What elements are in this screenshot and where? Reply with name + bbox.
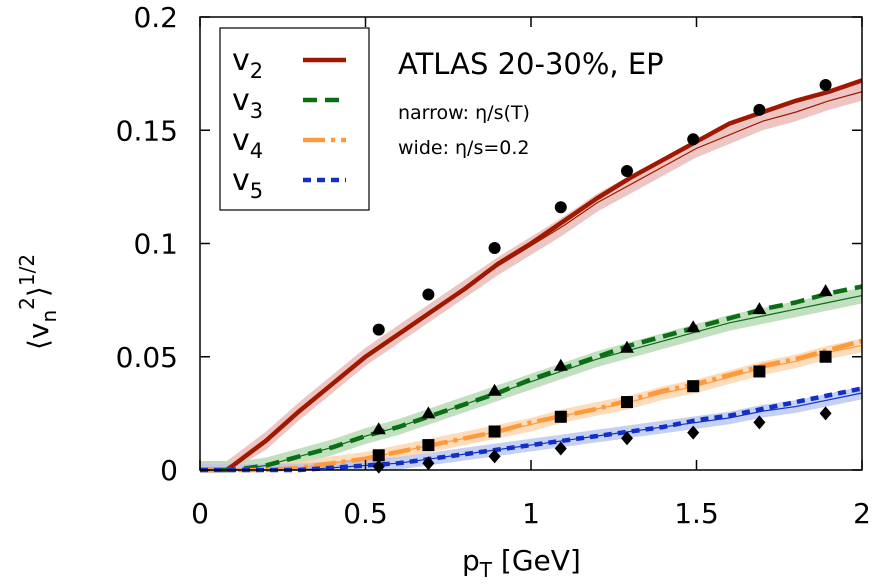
v2-point [753,103,766,116]
x-axis-label: pT [GeV] [462,544,581,582]
v5-point [554,441,567,456]
v3-band [200,287,862,470]
v3-point [371,422,386,435]
axis-labels: pT [GeV] ⟨vn2⟩1/2 [15,254,581,582]
annotation-narrow: narrow: η/s(T) [398,102,530,124]
v3-wide-curve [200,284,863,473]
y-tick-label: 0.05 [116,341,178,374]
v4-point [554,410,567,423]
v2-point [488,242,501,255]
v3-point [752,302,767,315]
v5-point [687,425,700,440]
v4-point [488,425,501,438]
y-tick-label: 0.1 [133,228,178,261]
v3-point [553,358,568,371]
v4-point [819,350,832,363]
v4-wide-curve [200,338,863,473]
v4-point [620,396,633,409]
v5-point [422,456,435,471]
v3-point [619,340,634,353]
v3-point [421,406,436,419]
v4-point [422,439,435,452]
v2-point [372,323,385,336]
v5-wide-curve [200,386,863,473]
legend-label-v4: v4 [232,123,263,163]
annotations: ATLAS 20-30%, EP narrow: η/s(T) wide: η/… [398,47,664,159]
v3-point [818,284,833,297]
legend-label-v5: v5 [232,163,263,203]
x-tick-label: 1 [522,497,540,530]
annotation-wide: wide: η/s=0.2 [398,137,530,159]
v2-point [687,133,700,146]
v3-point [686,320,701,333]
v4-point [687,380,700,393]
v2-point [554,201,567,214]
v5-point [488,449,501,464]
v4-point [753,365,766,378]
x-tick-label: 0.5 [343,497,388,530]
x-tick-label: 0 [191,497,209,530]
x-tick-label: 2 [853,497,871,530]
axes: 0 0.5 1 1.5 2 0 0.05 0.1 0.15 0.2 [116,1,871,530]
uncertainty-bands [200,82,862,470]
data-markers [371,78,833,474]
legend-label-v3: v3 [232,83,263,123]
v2-point [620,165,633,178]
x-tick-label: 1.5 [674,497,719,530]
v4-point [372,449,385,462]
annotation-title: ATLAS 20-30%, EP [398,47,664,81]
v5-point [819,406,832,421]
v3-point [487,383,502,396]
y-tick-label: 0 [160,454,178,487]
y-tick-label: 0.15 [116,114,178,147]
y-tick-label: 0.2 [133,1,178,34]
y-axis-label: ⟨vn2⟩1/2 [15,254,61,350]
legend-label-v2: v2 [232,43,263,83]
v2-point [422,288,435,301]
v5-point [620,431,633,446]
v2-point [819,78,832,91]
v2-wide-curve [200,78,863,473]
v5-point [753,415,766,430]
